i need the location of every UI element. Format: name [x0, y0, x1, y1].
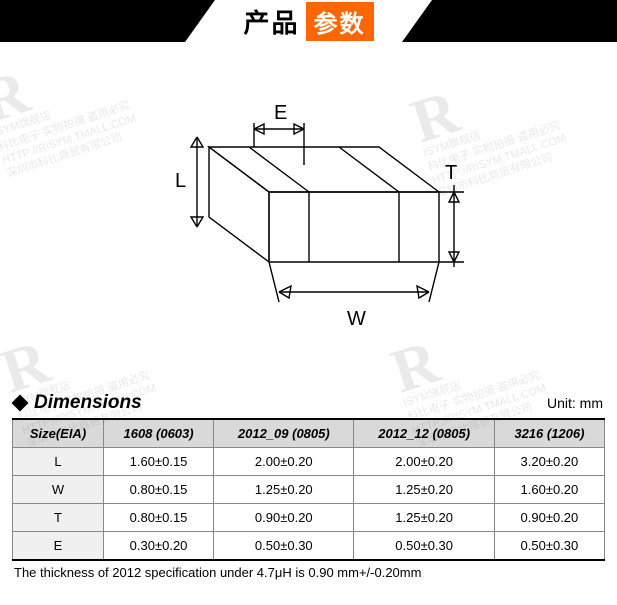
cell: 2.00±0.20 — [214, 448, 354, 476]
cell: 0.50±0.30 — [214, 532, 354, 561]
cell: 0.90±0.20 — [494, 504, 604, 532]
row-header: L — [13, 448, 104, 476]
cell: 2.00±0.20 — [354, 448, 494, 476]
cell: 0.80±0.15 — [103, 504, 213, 532]
row-header: T — [13, 504, 104, 532]
section-title: Dimensions — [34, 392, 142, 414]
col-header: 2012_09 (0805) — [214, 419, 354, 448]
dim-label-W: W — [347, 308, 366, 330]
component-diagram: L E T W — [0, 42, 617, 392]
dim-label-T: T — [445, 162, 457, 184]
col-header: 3216 (1206) — [494, 419, 604, 448]
dimensions-section-header: Dimensions Unit: mm — [0, 392, 617, 418]
table-row: T 0.80±0.15 0.90±0.20 1.25±0.20 0.90±0.2… — [13, 504, 605, 532]
table-header-row: Size(EIA) 1608 (0603) 2012_09 (0805) 201… — [13, 419, 605, 448]
dimensions-table: Size(EIA) 1608 (0603) 2012_09 (0805) 201… — [12, 418, 605, 561]
cell: 0.30±0.20 — [103, 532, 213, 561]
dim-label-L: L — [175, 170, 186, 192]
footnote: The thickness of 2012 specification unde… — [0, 561, 617, 580]
col-header: 1608 (0603) — [103, 419, 213, 448]
unit-label: Unit: mm — [547, 395, 603, 411]
cell: 1.60±0.20 — [494, 476, 604, 504]
row-header: W — [13, 476, 104, 504]
table-row: E 0.30±0.20 0.50±0.30 0.50±0.30 0.50±0.3… — [13, 532, 605, 561]
cell: 0.50±0.30 — [354, 532, 494, 561]
cell: 1.25±0.20 — [354, 504, 494, 532]
diamond-bullet-icon — [12, 395, 29, 412]
row-header: E — [13, 532, 104, 561]
cell: 0.50±0.30 — [494, 532, 604, 561]
col-header: 2012_12 (0805) — [354, 419, 494, 448]
cell: 0.80±0.15 — [103, 476, 213, 504]
cell: 1.25±0.20 — [214, 476, 354, 504]
cell: 1.25±0.20 — [354, 476, 494, 504]
cell: 3.20±0.20 — [494, 448, 604, 476]
dim-label-E: E — [274, 102, 287, 124]
col-header: Size(EIA) — [13, 419, 104, 448]
cell: 0.90±0.20 — [214, 504, 354, 532]
table-row: W 0.80±0.15 1.25±0.20 1.25±0.20 1.60±0.2… — [13, 476, 605, 504]
table-row: L 1.60±0.15 2.00±0.20 2.00±0.20 3.20±0.2… — [13, 448, 605, 476]
header-title-text: 产品 — [243, 3, 299, 40]
header-band: 产品 参数 — [0, 0, 617, 42]
header-title-panel: 产品 参数 — [215, 0, 401, 42]
header-title-badge: 参数 — [306, 2, 374, 41]
cell: 1.60±0.15 — [103, 448, 213, 476]
dimension-diagram-svg: L E T W — [119, 67, 499, 367]
